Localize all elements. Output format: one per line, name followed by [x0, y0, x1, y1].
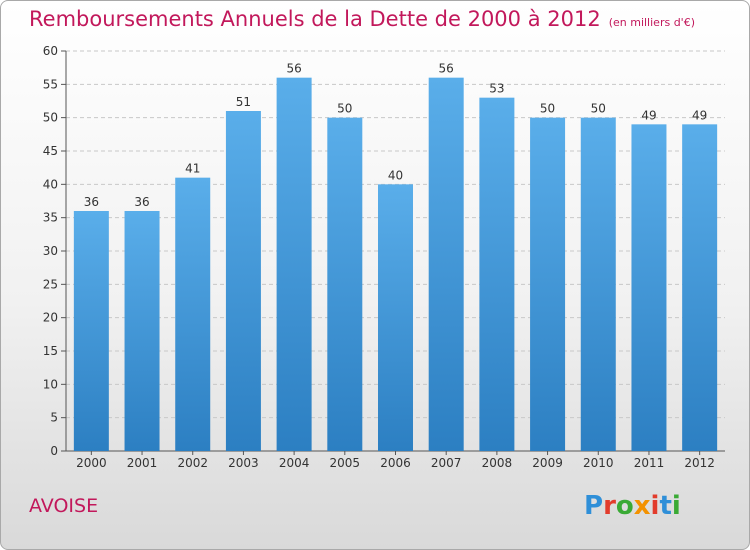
- proxiti-logo: Proxiti: [584, 491, 681, 521]
- y-tick-label: 20: [43, 311, 58, 325]
- x-tick-label-2010: 2010: [583, 456, 614, 470]
- y-tick-label: 15: [43, 344, 58, 358]
- value-label-2001: 36: [134, 195, 149, 209]
- commune-name: AVOISE: [29, 495, 99, 517]
- bar-2005: [327, 117, 363, 452]
- logo-letter: r: [603, 491, 616, 521]
- value-label-2009: 50: [540, 102, 555, 116]
- x-tick-label-2012: 2012: [684, 456, 715, 470]
- bar-2002: [175, 177, 211, 451]
- bars: [73, 77, 718, 452]
- x-tick-label-2000: 2000: [76, 456, 107, 470]
- value-label-2002: 41: [185, 162, 200, 176]
- chart-title: Remboursements Annuels de la Dette de 20…: [29, 7, 695, 31]
- logo-letter: i: [671, 491, 681, 521]
- value-label-2003: 51: [236, 95, 251, 109]
- y-tick-label: 60: [43, 44, 58, 58]
- logo-letter: o: [615, 491, 634, 521]
- bar-2007: [428, 77, 464, 452]
- x-tick-label-2002: 2002: [177, 456, 208, 470]
- x-tick-label-2003: 2003: [228, 456, 259, 470]
- x-tick-label-2005: 2005: [330, 456, 361, 470]
- x-tick-label-2001: 2001: [127, 456, 158, 470]
- bar-2011: [631, 124, 667, 451]
- value-label-2010: 50: [591, 102, 606, 116]
- value-label-2004: 56: [286, 62, 301, 76]
- bar-2003: [225, 111, 261, 451]
- bar-2012: [682, 124, 718, 451]
- y-tick-label: 50: [43, 111, 58, 125]
- y-tick-label: 5: [50, 411, 58, 425]
- y-tick-label: 0: [50, 444, 58, 458]
- value-label-2008: 53: [489, 82, 504, 96]
- x-tick-label-2006: 2006: [380, 456, 411, 470]
- logo-letter: i: [650, 491, 660, 521]
- x-tick-label-2007: 2007: [431, 456, 462, 470]
- y-tick-label: 55: [43, 77, 58, 91]
- y-tick-label: 30: [43, 244, 58, 258]
- data-labels: 36 36 41 51 56 50 40 56 53 50 50 49 49: [84, 62, 708, 209]
- x-tick-label-2004: 2004: [279, 456, 310, 470]
- y-tick-label: 40: [43, 177, 58, 191]
- bar-2009: [530, 117, 566, 452]
- value-label-2012: 49: [692, 108, 707, 122]
- bar-2006: [378, 184, 413, 452]
- x-tick-label-2011: 2011: [634, 456, 665, 470]
- chart-title-text: Remboursements Annuels de la Dette de 20…: [29, 7, 601, 31]
- value-label-2006: 40: [388, 168, 403, 182]
- value-label-2011: 49: [641, 108, 656, 122]
- bar-2000: [73, 211, 109, 451]
- y-tick-label: 45: [43, 144, 58, 158]
- x-tick-label-2008: 2008: [482, 456, 513, 470]
- logo-letter: t: [659, 491, 672, 521]
- logo-letter: x: [633, 491, 651, 521]
- y-tick-label: 25: [43, 277, 58, 291]
- bar-2001: [124, 211, 160, 451]
- y-tick-label: 10: [43, 377, 58, 391]
- x-tick-label-2009: 2009: [532, 456, 563, 470]
- chart-unit: (en milliers d'€): [608, 16, 695, 29]
- value-label-2007: 56: [439, 62, 454, 76]
- logo-letter: P: [584, 491, 604, 521]
- value-label-2005: 50: [337, 102, 352, 116]
- bar-2010: [580, 117, 616, 452]
- y-tick-label: 35: [43, 211, 58, 225]
- bar-2008: [479, 97, 515, 452]
- bar-2004: [276, 77, 312, 452]
- value-label-2000: 36: [84, 195, 99, 209]
